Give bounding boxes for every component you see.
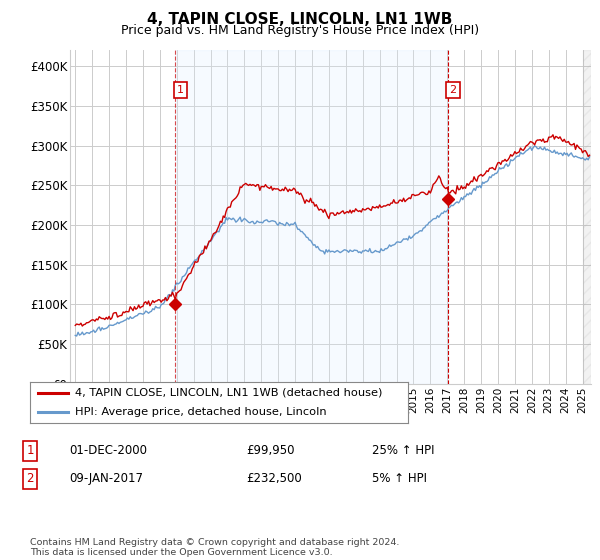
Text: 2: 2 (449, 85, 457, 95)
Text: £232,500: £232,500 (246, 472, 302, 486)
Text: 4, TAPIN CLOSE, LINCOLN, LN1 1WB: 4, TAPIN CLOSE, LINCOLN, LN1 1WB (148, 12, 452, 27)
Bar (175, 50, 448, 384)
Text: 1: 1 (26, 444, 34, 458)
Text: 1: 1 (177, 85, 184, 95)
Text: £99,950: £99,950 (246, 444, 295, 458)
Text: Contains HM Land Registry data © Crown copyright and database right 2024.
This d: Contains HM Land Registry data © Crown c… (30, 538, 400, 557)
Text: 2: 2 (26, 472, 34, 486)
Text: 25% ↑ HPI: 25% ↑ HPI (372, 444, 434, 458)
Text: Price paid vs. HM Land Registry's House Price Index (HPI): Price paid vs. HM Land Registry's House … (121, 24, 479, 37)
Text: 01-DEC-2000: 01-DEC-2000 (69, 444, 147, 458)
Text: 4, TAPIN CLOSE, LINCOLN, LN1 1WB (detached house): 4, TAPIN CLOSE, LINCOLN, LN1 1WB (detach… (76, 388, 383, 398)
Text: HPI: Average price, detached house, Lincoln: HPI: Average price, detached house, Linc… (76, 407, 327, 417)
Bar (583, 50, 591, 384)
Text: 5% ↑ HPI: 5% ↑ HPI (372, 472, 427, 486)
Text: 09-JAN-2017: 09-JAN-2017 (69, 472, 143, 486)
